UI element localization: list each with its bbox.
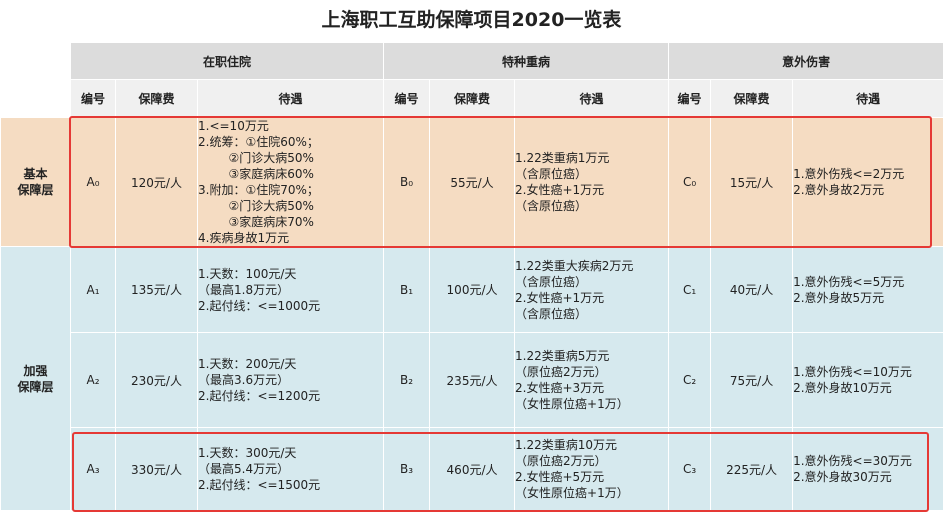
benefit-cell: 1.22类重病10万元 （原位癌2万元） 2.女性癌+5万元 （女性原位癌+1万… (514, 427, 670, 511)
col-header-fee: 保障费 (429, 79, 516, 118)
corner-cell (0, 42, 71, 80)
col-header-benefit: 待遇 (196, 79, 385, 118)
code-cell: C₁ (668, 246, 712, 333)
benefit-cell: 1.意外伤残<=30万元 2.意外身故30万元 (792, 427, 943, 511)
benefit-cell: 1.22类重病5万元 （原位癌2万元） 2.女性癌+3万元 （女性原位癌+1万） (514, 332, 670, 428)
corner-cell (0, 79, 71, 118)
fee-cell: 230元/人 (115, 332, 198, 428)
benefit-cell: 1.22类重病1万元 （含原位癌） 2.女性癌+1万元 （含原位癌） (514, 117, 670, 247)
row-label-basic: 基本 保障层 (0, 117, 71, 247)
col-header-code: 编号 (383, 79, 431, 118)
table-row-enhanced-2: A₂ 230元/人 1.天数：200元/天 （最高3.6万元） 2.起付线：<=… (1, 332, 943, 428)
sub-header-row: 编号 保障费 待遇 编号 保障费 待遇 编号 保障费 待遇 (0, 79, 943, 118)
code-cell: A₁ (70, 246, 116, 333)
code-cell: A₂ (70, 332, 116, 428)
group-header-accident: 意外伤害 (668, 42, 943, 80)
code-cell: B₀ (383, 117, 431, 247)
col-header-fee: 保障费 (115, 79, 198, 118)
page-title: 上海职工互助保障项目2020一览表 (321, 9, 622, 31)
code-cell: A₀ (70, 117, 116, 247)
fee-cell: 135元/人 (115, 246, 198, 333)
col-header-fee: 保障费 (710, 79, 794, 118)
benefit-cell: 1.天数：300元/天 （最高5.4万元） 2.起付线：<=1500元 (196, 427, 385, 511)
code-cell: A₃ (70, 427, 116, 511)
fee-cell: 75元/人 (710, 332, 794, 428)
code-cell: C₃ (668, 427, 712, 511)
benefit-cell: 1.意外伤残<=10万元 2.意外身故10万元 (792, 332, 943, 428)
fee-cell: 120元/人 (115, 117, 198, 247)
code-cell: C₂ (668, 332, 712, 428)
group-header-row: 在职住院 特种重病 意外伤害 (0, 42, 943, 80)
benefit-cell: 1.22类重大疾病2万元 （含原位癌） 2.女性癌+1万元 （含原位癌） (514, 246, 670, 333)
fee-cell: 235元/人 (429, 332, 516, 428)
fee-cell: 40元/人 (710, 246, 794, 333)
code-cell: B₁ (383, 246, 431, 333)
benefit-table: 在职住院 特种重病 意外伤害 编号 保障费 待遇 编号 保障费 待遇 编号 保障… (0, 42, 943, 511)
group-header-inpatient: 在职住院 (69, 42, 385, 80)
table-row-enhanced-1: 加强 保障层 A₁ 135元/人 1.天数：100元/天 （最高1.8万元） 2… (0, 246, 943, 511)
fee-cell: 460元/人 (429, 427, 516, 511)
fee-cell: 100元/人 (429, 246, 516, 333)
benefit-cell: 1.天数：200元/天 （最高3.6万元） 2.起付线：<=1200元 (196, 332, 385, 428)
table-row-basic: 基本 保障层 A₀ 120元/人 1.<=10万元 2.统筹：①住院60%； ②… (0, 117, 943, 247)
fee-cell: 55元/人 (429, 117, 516, 247)
group-header-critical-illness: 特种重病 (383, 42, 670, 80)
row-label-enhanced: 加强 保障层 (0, 246, 71, 511)
fee-cell: 225元/人 (710, 427, 794, 511)
benefit-cell: 1.<=10万元 2.统筹：①住院60%； ②门诊大病50% ③家庭病床60% … (196, 117, 385, 247)
col-header-benefit: 待遇 (514, 79, 670, 118)
col-header-code: 编号 (70, 79, 116, 118)
fee-cell: 15元/人 (710, 117, 794, 247)
benefit-cell: 1.意外伤残<=5万元 2.意外身故5万元 (792, 246, 943, 333)
table-row-enhanced-3: A₃ 330元/人 1.天数：300元/天 （最高5.4万元） 2.起付线：<=… (1, 427, 943, 511)
code-cell: C₀ (668, 117, 712, 247)
benefit-cell: 1.意外伤残<=2万元 2.意外身故2万元 (792, 117, 943, 247)
col-header-benefit: 待遇 (792, 79, 943, 118)
fee-cell: 330元/人 (115, 427, 198, 511)
code-cell: B₂ (383, 332, 431, 428)
col-header-code: 编号 (668, 79, 712, 118)
code-cell: B₃ (383, 427, 431, 511)
benefit-cell: 1.天数：100元/天 （最高1.8万元） 2.起付线：<=1000元 (196, 246, 385, 333)
